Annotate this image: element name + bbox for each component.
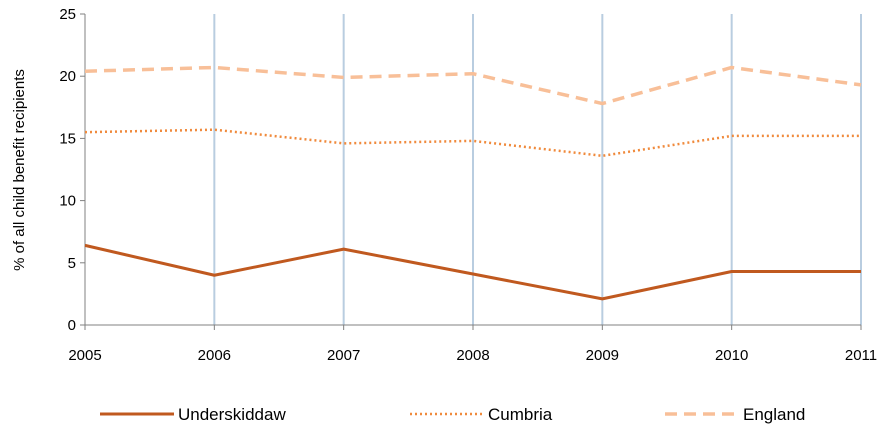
- x-tick-label: 2007: [327, 347, 360, 364]
- legend: Underskiddaw Cumbria England: [100, 405, 805, 424]
- legend-label: Underskiddaw: [178, 405, 286, 424]
- x-tick-label: 2010: [715, 347, 748, 364]
- y-tick-label: 0: [68, 317, 76, 334]
- axes: [84, 14, 861, 326]
- y-axis-label: % of all child benefit recipients: [11, 69, 28, 271]
- legend-label: England: [743, 405, 805, 424]
- y-tick-label: 5: [68, 255, 76, 272]
- series-lines: [84, 65, 862, 301]
- legend-label: Cumbria: [488, 405, 553, 424]
- gridlines: [84, 14, 862, 330]
- x-tick-label: 2009: [586, 347, 619, 364]
- series-line-underskiddaw: [84, 243, 861, 301]
- x-tick-label: 2011: [845, 347, 877, 364]
- x-tick-label: 2006: [198, 347, 231, 364]
- x-tick-labels: 2005 2006 2007 2008 2009 2010 2011: [68, 347, 877, 364]
- x-tick-label: 2008: [456, 347, 489, 364]
- y-tick-labels: 0 5 10 15 20 25: [59, 6, 85, 334]
- y-tick-label: 20: [59, 68, 76, 85]
- y-tick-label: 15: [59, 130, 76, 147]
- x-tick-label: 2005: [68, 347, 101, 364]
- series-line-england: [84, 65, 862, 106]
- y-tick-label: 25: [59, 6, 76, 23]
- y-tick-label: 10: [59, 193, 76, 210]
